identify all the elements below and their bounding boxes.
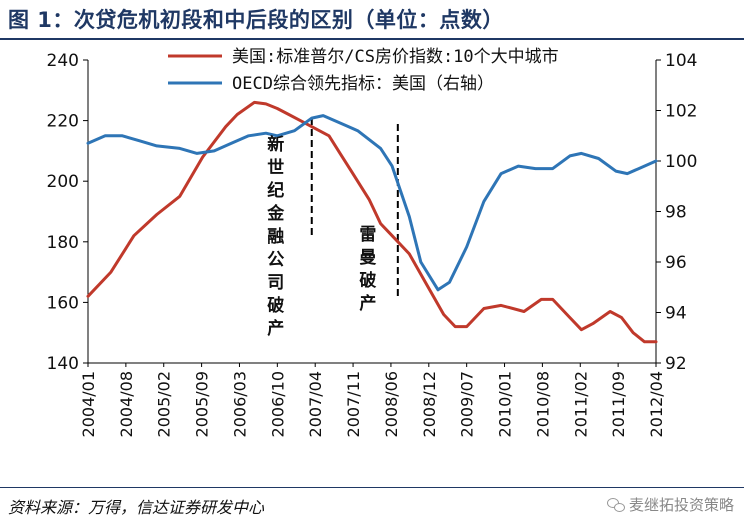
right-tick-label: 94 (665, 304, 687, 324)
x-tick-label: 2004/01 (79, 371, 98, 437)
x-tick-label: 2007/11 (344, 371, 363, 437)
right-tick-label: 102 (665, 102, 697, 122)
chart-title: 图 1：次贷危机初段和中后段的区别（单位：点数） (8, 8, 504, 32)
watermark-text: 麦继拓投资策略 (628, 496, 734, 514)
title-bar: 图 1：次贷危机初段和中后段的区别（单位：点数） (0, 0, 744, 40)
watermark: 麦继拓投资策略 (606, 494, 734, 515)
x-tick-label: 2011/09 (609, 371, 628, 437)
right-tick-label: 104 (665, 51, 697, 71)
legend-box (160, 42, 650, 96)
left-tick-label: 200 (47, 172, 79, 192)
left-tick-label: 240 (47, 51, 79, 71)
right-tick-label: 100 (665, 152, 697, 172)
right-tick-label: 98 (665, 203, 687, 223)
left-tick-label: 180 (47, 233, 79, 253)
x-tick-label: 2005/09 (193, 371, 212, 437)
x-tick-label: 2011/02 (571, 371, 590, 437)
x-tick-label: 2012/04 (647, 371, 666, 437)
left-tick-label: 160 (47, 293, 79, 313)
wechat-icon (606, 497, 625, 512)
left-tick-label: 220 (47, 112, 79, 132)
annotation-label: 新世纪金融公司破产 (266, 134, 285, 339)
x-tick-label: 2008/12 (420, 371, 439, 437)
chart-area: 140 160 180 200 220 240 92 94 96 98 100 102 104 200… (47, 42, 697, 437)
x-tick-label: 2010/08 (533, 371, 552, 437)
x-tick-label: 2009/07 (458, 371, 477, 437)
source-note: 资料来源：万得，信达证券研发中心 (8, 498, 265, 517)
x-tick-label: 2010/01 (496, 371, 515, 437)
x-tick-label: 2007/04 (306, 371, 325, 437)
right-tick-label: 92 (665, 354, 687, 374)
x-tick-label: 2005/02 (155, 371, 174, 437)
series-line-house-price (86, 100, 658, 344)
x-tick-label: 2004/08 (117, 371, 136, 437)
x-tick-label: 2006/10 (268, 371, 287, 437)
legend-label: OECD综合领先指标：美国（右轴） (232, 74, 494, 94)
series-line-oecd-cli (86, 114, 658, 292)
annotation-label: 雷曼破产 (359, 225, 376, 314)
x-tick-label: 2006/03 (230, 371, 249, 437)
source-bar: 资料来源：万得，信达证券研发中心 麦继拓投资策略 (0, 487, 744, 527)
legend-label: 美国:标准普尔/CS房价指数:10个大中城市 (232, 47, 559, 67)
left-tick-label: 140 (47, 354, 79, 374)
x-tick-label: 2008/06 (382, 371, 401, 437)
right-tick-label: 96 (665, 253, 687, 273)
